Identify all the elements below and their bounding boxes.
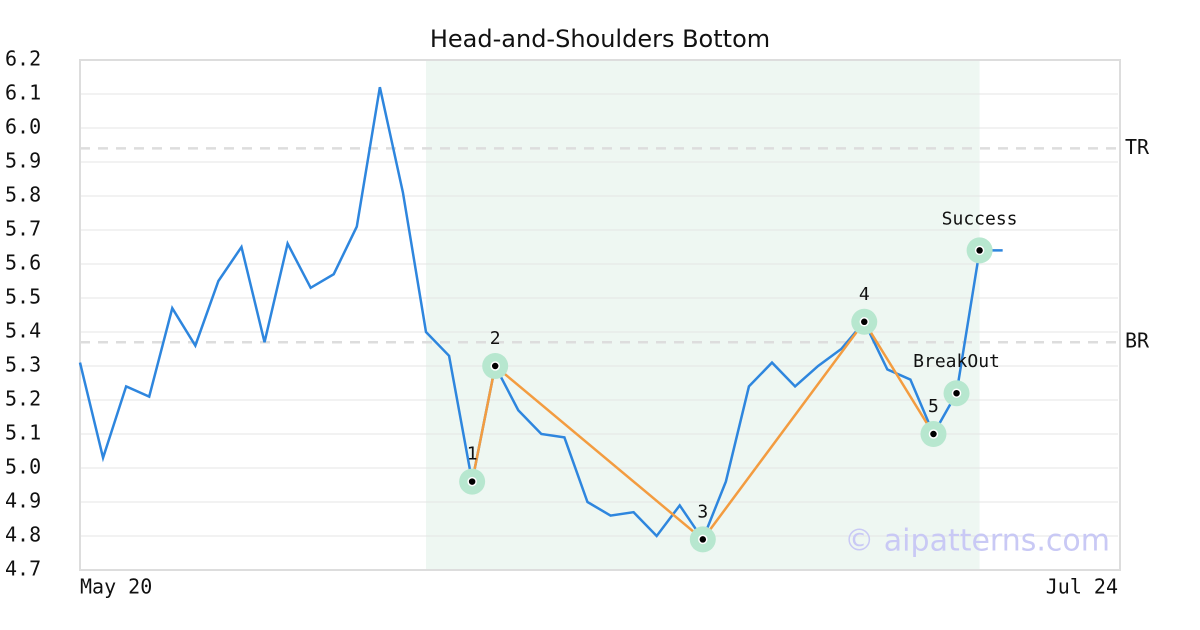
point-label: BreakOut [913,351,1000,372]
y-tick-label: 4.8 [5,523,41,547]
y-tick-label: 6.1 [5,81,41,105]
point-label: Success [942,208,1018,229]
point-label: 5 [928,396,939,417]
y-tick-label: 5.4 [5,319,41,343]
point-label: 4 [859,284,870,305]
point-dot [467,476,477,487]
point-dot [974,245,985,256]
y-tick-label: 4.7 [5,557,41,581]
y-tick-label: 5.5 [5,285,41,309]
point-label: 1 [467,444,478,465]
reference-label: TR [1125,135,1150,159]
y-tick-label: 5.6 [5,251,41,275]
pattern-region [426,60,980,570]
y-tick-label: 5.7 [5,217,41,241]
point-dot [928,429,939,439]
point-dot [698,534,708,545]
point-label: 3 [697,501,708,522]
plot-frame [79,59,1121,571]
point-dot [859,317,870,327]
y-tick-label: 5.8 [5,183,41,207]
y-tick-label: 4.9 [5,489,41,513]
point-dot [490,361,500,371]
y-tick-label: 5.3 [5,353,41,377]
point-dot [951,388,962,398]
y-tick-label: 6.0 [5,115,41,139]
y-tick-label: 5.9 [5,149,41,173]
y-tick-label: 5.0 [5,455,41,479]
x-tick-label: May 20 [80,575,152,599]
reference-label: BR [1125,329,1150,353]
y-tick-label: 5.2 [5,387,41,411]
x-tick-label: Jul 24 [1046,575,1118,599]
y-tick-label: 6.2 [5,47,41,71]
chart-title: Head-and-Shoulders Bottom [430,25,770,53]
y-tick-label: 5.1 [5,421,41,445]
price-line [78,86,1003,543]
point-label: 2 [490,328,501,349]
watermark: © aipatterns.com [844,524,1110,559]
